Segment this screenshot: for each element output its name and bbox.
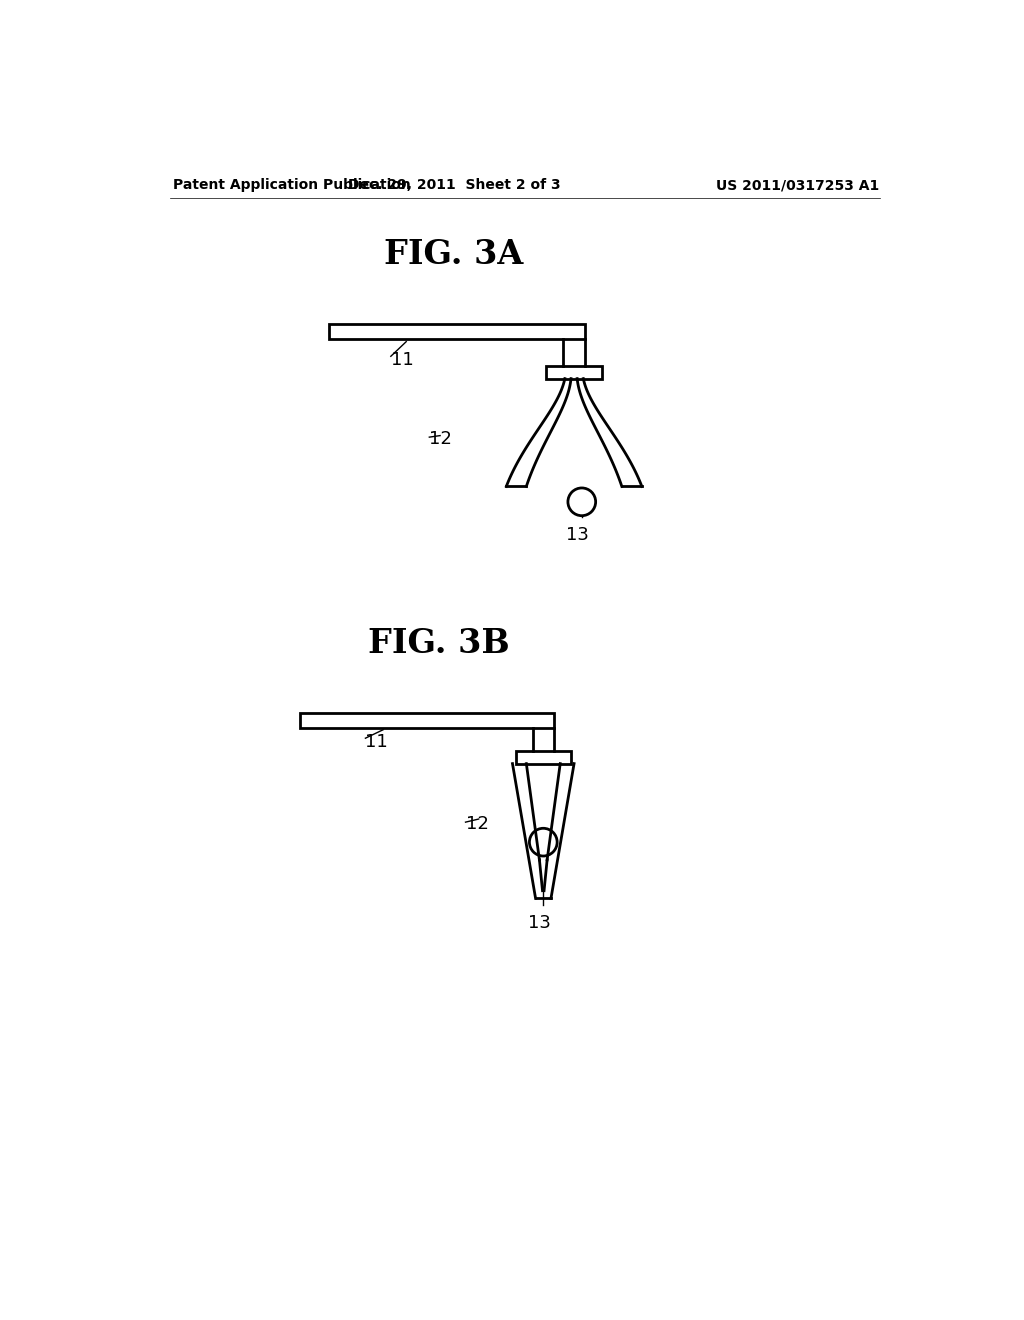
Text: 11: 11 (391, 351, 414, 370)
Bar (300, 713, 554, 729)
Text: 12: 12 (466, 816, 488, 833)
Text: FIG. 3A: FIG. 3A (384, 238, 523, 271)
Text: 13: 13 (566, 527, 590, 544)
Text: US 2011/0317253 A1: US 2011/0317253 A1 (716, 178, 879, 193)
Bar (330, 323, 585, 339)
Text: FIG. 3B: FIG. 3B (368, 627, 509, 660)
Text: 11: 11 (366, 733, 388, 751)
Text: 12: 12 (429, 430, 453, 449)
Bar (515, 751, 571, 763)
Text: 13: 13 (528, 913, 551, 932)
Text: Patent Application Publication: Patent Application Publication (173, 178, 411, 193)
Text: Dec. 29, 2011  Sheet 2 of 3: Dec. 29, 2011 Sheet 2 of 3 (347, 178, 560, 193)
Bar (547, 367, 602, 379)
